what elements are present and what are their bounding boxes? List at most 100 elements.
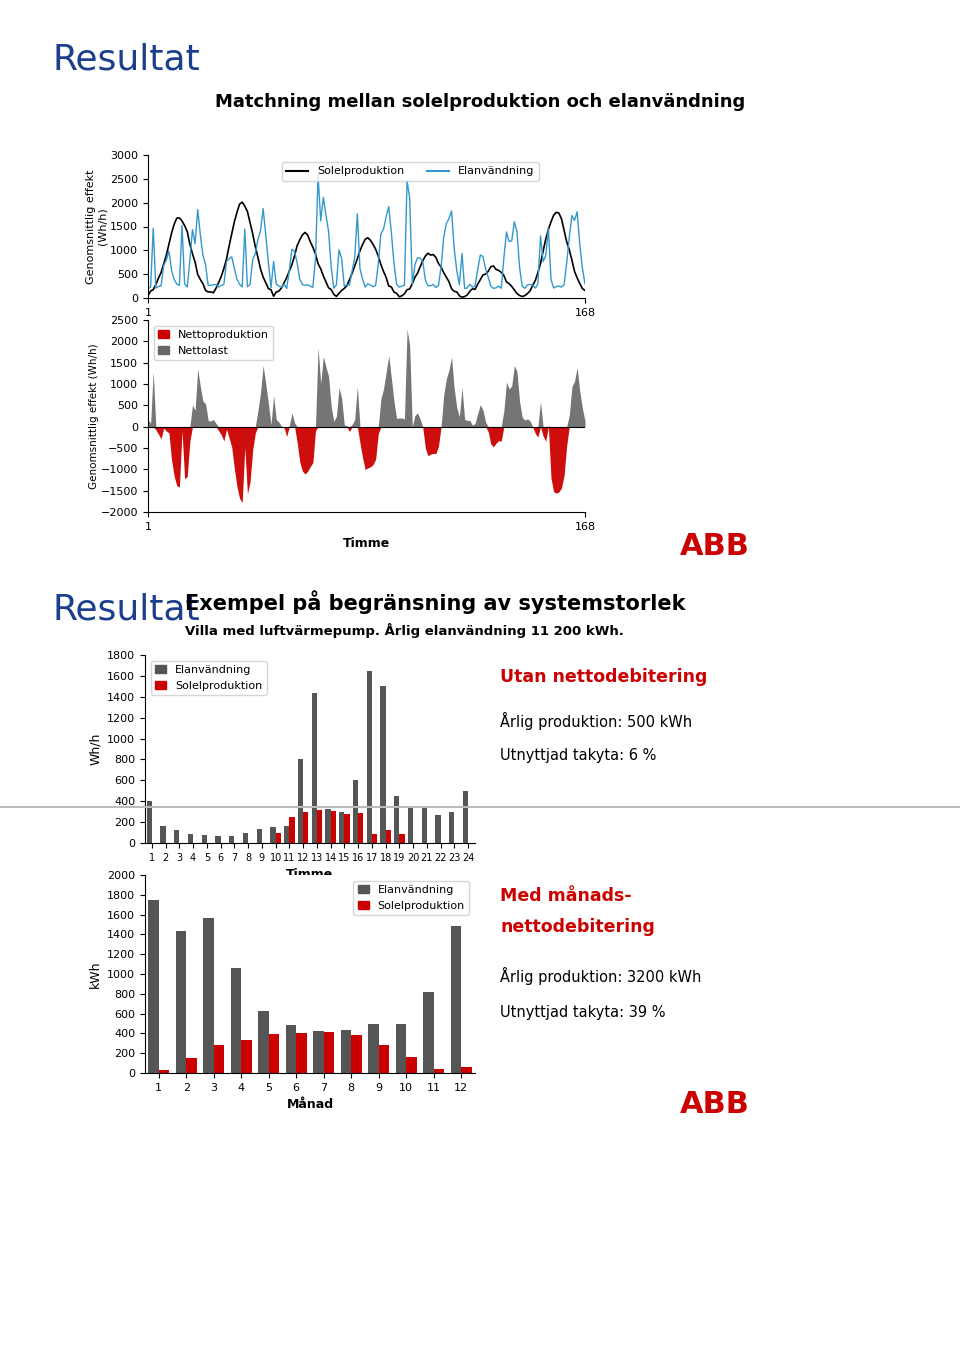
Bar: [451, 927, 461, 1073]
Solelproduktion: [294, 231, 305, 247]
Y-axis label: Genomsnittlig effekt
(Wh/h): Genomsnittlig effekt (Wh/h): [85, 170, 108, 284]
Elanvändning: [495, 280, 507, 297]
Text: Utnyttjad takyta: 6 %: Utnyttjad takyta: 6 %: [500, 748, 657, 763]
Text: nettodebitering: nettodebitering: [500, 919, 655, 936]
Bar: [386, 831, 391, 843]
Solelproduktion: [456, 288, 468, 305]
Solelproduktion: [495, 264, 507, 280]
Elanvändning: [312, 167, 324, 183]
Bar: [434, 1069, 444, 1073]
Elanvändning: [221, 253, 232, 269]
Bar: [297, 1033, 306, 1073]
Solelproduktion: [394, 288, 405, 305]
Solelproduktion: [579, 282, 590, 298]
Bar: [330, 811, 336, 843]
Bar: [243, 833, 248, 843]
Text: Med månads-: Med månads-: [500, 887, 632, 905]
Elanvändning: [142, 280, 154, 297]
Bar: [276, 833, 281, 843]
X-axis label: Timme: Timme: [343, 323, 390, 336]
Text: Resultat: Resultat: [52, 592, 200, 626]
Bar: [317, 809, 323, 843]
Y-axis label: Wh/h: Wh/h: [88, 733, 102, 766]
Bar: [176, 931, 186, 1073]
Bar: [369, 1024, 379, 1073]
Text: Årlig produktion: 3200 kWh: Årlig produktion: 3200 kWh: [500, 966, 702, 986]
Elanvändning: [404, 190, 416, 206]
Bar: [160, 826, 166, 843]
Solelproduktion: [271, 284, 282, 301]
Elanvändning: [268, 253, 279, 269]
Bar: [271, 827, 276, 843]
Bar: [380, 686, 386, 843]
Text: ABB: ABB: [680, 532, 750, 560]
Text: Villa med luftvärmepump. Årlig elanvändning 11 200 kWh.: Villa med luftvärmepump. Årlig elanvändn…: [185, 623, 624, 638]
Solelproduktion: [221, 250, 232, 267]
Elanvändning: [281, 280, 293, 297]
Bar: [202, 835, 206, 843]
Bar: [312, 693, 317, 843]
Legend: Solelproduktion, Elanvändning: Solelproduktion, Elanvändning: [281, 161, 539, 180]
X-axis label: Timme: Timme: [286, 868, 334, 882]
Bar: [406, 1057, 417, 1073]
Bar: [186, 1058, 197, 1073]
Bar: [148, 899, 158, 1073]
Bar: [324, 1032, 334, 1073]
X-axis label: Timme: Timme: [343, 537, 390, 551]
Bar: [339, 812, 345, 843]
Legend: Elanvändning, Solelproduktion: Elanvändning, Solelproduktion: [353, 880, 469, 915]
Y-axis label: kWh: kWh: [88, 960, 102, 988]
Line: Solelproduktion: Solelproduktion: [148, 202, 585, 297]
Text: Utan nettodebitering: Utan nettodebitering: [500, 668, 708, 686]
Bar: [204, 917, 214, 1073]
Bar: [229, 835, 234, 843]
Solelproduktion: [142, 287, 154, 303]
Bar: [256, 830, 262, 843]
Bar: [372, 834, 377, 843]
Bar: [241, 1040, 252, 1073]
Bar: [396, 1024, 406, 1073]
Bar: [423, 992, 434, 1073]
Bar: [341, 1031, 351, 1073]
Bar: [313, 1032, 324, 1073]
Bar: [147, 801, 152, 843]
Bar: [399, 834, 404, 843]
Bar: [351, 1035, 362, 1073]
Text: Utnyttjad takyta: 39 %: Utnyttjad takyta: 39 %: [500, 1005, 665, 1020]
Solelproduktion: [236, 194, 248, 211]
Bar: [298, 760, 303, 843]
Bar: [436, 815, 441, 843]
Bar: [303, 812, 308, 843]
Legend: Elanvändning, Solelproduktion: Elanvändning, Solelproduktion: [151, 660, 267, 694]
Bar: [358, 813, 363, 843]
Bar: [379, 1046, 389, 1073]
Bar: [325, 808, 330, 843]
Bar: [269, 1035, 279, 1073]
X-axis label: Månad: Månad: [286, 1098, 333, 1111]
Elanvändning: [294, 271, 305, 287]
Text: ABB: ABB: [680, 1089, 750, 1120]
Bar: [353, 781, 358, 843]
Bar: [214, 1046, 225, 1073]
Bar: [345, 813, 349, 843]
Bar: [463, 790, 468, 843]
Text: Årlig produktion: 500 kWh: Årlig produktion: 500 kWh: [500, 712, 692, 730]
Text: Exempel på begränsning av systemstorlek: Exempel på begränsning av systemstorlek: [185, 591, 685, 614]
Bar: [284, 826, 289, 843]
Line: Elanvändning: Elanvändning: [148, 175, 585, 288]
Bar: [158, 1070, 169, 1073]
Legend: Nettoproduktion, Nettolast: Nettoproduktion, Nettolast: [154, 325, 274, 360]
Bar: [395, 796, 399, 843]
Y-axis label: Genomsnittlig effekt (Wh/h): Genomsnittlig effekt (Wh/h): [89, 343, 100, 489]
Bar: [461, 1068, 471, 1073]
Bar: [258, 1010, 269, 1073]
Elanvändning: [579, 276, 590, 293]
Bar: [421, 807, 427, 843]
Text: Matchning mellan solelproduktion och elanvändning: Matchning mellan solelproduktion och ela…: [215, 93, 745, 111]
Bar: [367, 671, 372, 843]
Text: Resultat: Resultat: [52, 42, 200, 77]
Bar: [286, 1025, 297, 1073]
Bar: [289, 817, 295, 843]
Bar: [215, 835, 221, 843]
Bar: [188, 834, 193, 843]
